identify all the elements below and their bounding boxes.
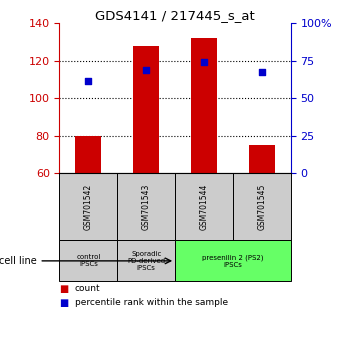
Bar (175, 173, 233, 240)
Bar (59, 173, 117, 240)
Text: percentile rank within the sample: percentile rank within the sample (75, 298, 228, 307)
Text: presenilin 2 (PS2)
iPSCs: presenilin 2 (PS2) iPSCs (202, 254, 264, 268)
Bar (59, 240, 117, 281)
Bar (75, 136, 101, 173)
Text: Sporadic
PD-derived
iPSCs: Sporadic PD-derived iPSCs (127, 251, 165, 271)
Point (86, 78, 91, 84)
Bar (233, 173, 291, 240)
Text: GSM701545: GSM701545 (257, 184, 266, 230)
Bar (117, 240, 175, 281)
Point (143, 67, 149, 73)
Title: GDS4141 / 217445_s_at: GDS4141 / 217445_s_at (95, 9, 255, 22)
Text: ■: ■ (59, 284, 69, 293)
Text: cell line: cell line (0, 256, 36, 266)
Text: GSM701542: GSM701542 (84, 184, 93, 230)
Text: control
IPSCs: control IPSCs (76, 255, 101, 267)
Bar (133, 46, 159, 173)
Text: GSM701543: GSM701543 (142, 184, 151, 230)
Text: GSM701544: GSM701544 (200, 184, 208, 230)
Bar (175, 240, 291, 281)
Point (201, 59, 207, 65)
Bar (191, 38, 217, 173)
Bar (249, 145, 275, 173)
Text: count: count (75, 284, 100, 293)
Point (259, 69, 265, 75)
Bar (117, 173, 175, 240)
Text: ■: ■ (59, 298, 69, 308)
